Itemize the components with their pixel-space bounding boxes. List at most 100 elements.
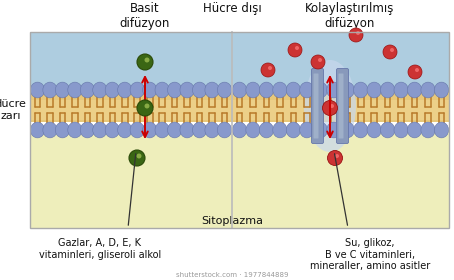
Ellipse shape	[394, 82, 408, 98]
Circle shape	[311, 55, 325, 69]
Circle shape	[330, 104, 334, 108]
Ellipse shape	[300, 122, 314, 138]
FancyBboxPatch shape	[336, 69, 349, 143]
Ellipse shape	[168, 122, 182, 138]
Ellipse shape	[259, 82, 274, 98]
Ellipse shape	[143, 82, 157, 98]
Bar	[30, 90, 449, 122]
Ellipse shape	[407, 122, 422, 138]
Text: shutterstock.com · 1977844889: shutterstock.com · 1977844889	[176, 272, 288, 278]
Circle shape	[268, 66, 272, 70]
Ellipse shape	[394, 122, 408, 138]
Ellipse shape	[180, 122, 194, 138]
Text: Su, glikoz,
B ve C vitaminleri,
mineraller, amino asitler: Su, glikoz, B ve C vitaminleri, minerall…	[310, 238, 430, 271]
Circle shape	[137, 153, 142, 158]
Ellipse shape	[118, 122, 132, 138]
Bar	[30, 100, 449, 120]
Ellipse shape	[55, 122, 69, 138]
FancyBboxPatch shape	[311, 69, 324, 143]
FancyBboxPatch shape	[339, 74, 344, 139]
Circle shape	[383, 45, 397, 59]
Circle shape	[408, 65, 422, 79]
Text: Kolaylaştırılmış
difüzyon: Kolaylaştırılmış difüzyon	[305, 2, 395, 30]
Circle shape	[415, 68, 419, 72]
Ellipse shape	[80, 122, 94, 138]
Ellipse shape	[93, 122, 107, 138]
Ellipse shape	[30, 122, 44, 138]
Circle shape	[144, 57, 149, 62]
Ellipse shape	[192, 122, 207, 138]
Ellipse shape	[407, 82, 422, 98]
Ellipse shape	[286, 122, 301, 138]
Circle shape	[349, 28, 363, 42]
Circle shape	[288, 43, 302, 57]
Text: Hücre
zarı: Hücre zarı	[0, 99, 27, 121]
Ellipse shape	[380, 82, 395, 98]
Ellipse shape	[434, 122, 449, 138]
Circle shape	[129, 150, 145, 166]
Ellipse shape	[105, 82, 119, 98]
Ellipse shape	[313, 82, 327, 98]
Circle shape	[137, 54, 153, 70]
Ellipse shape	[246, 122, 260, 138]
Text: Basit
difüzyon: Basit difüzyon	[120, 2, 170, 30]
Ellipse shape	[80, 82, 94, 98]
Ellipse shape	[180, 82, 194, 98]
Ellipse shape	[326, 82, 341, 98]
Ellipse shape	[143, 122, 157, 138]
Ellipse shape	[232, 122, 247, 138]
Bar	[30, 32, 449, 228]
Ellipse shape	[155, 122, 169, 138]
Ellipse shape	[118, 82, 132, 98]
Ellipse shape	[155, 82, 169, 98]
Ellipse shape	[232, 82, 247, 98]
Ellipse shape	[259, 122, 274, 138]
Ellipse shape	[246, 82, 260, 98]
Ellipse shape	[380, 122, 395, 138]
Circle shape	[261, 63, 275, 77]
Ellipse shape	[367, 82, 381, 98]
Ellipse shape	[354, 122, 368, 138]
Text: Hücre dışı: Hücre dışı	[202, 2, 262, 15]
Ellipse shape	[304, 60, 356, 152]
Ellipse shape	[354, 82, 368, 98]
Ellipse shape	[326, 122, 341, 138]
Circle shape	[356, 31, 360, 35]
Circle shape	[322, 101, 337, 115]
Ellipse shape	[68, 122, 82, 138]
Ellipse shape	[43, 82, 57, 98]
Circle shape	[295, 46, 299, 50]
Bar	[30, 130, 449, 228]
Ellipse shape	[273, 82, 287, 98]
Ellipse shape	[286, 82, 301, 98]
Ellipse shape	[130, 122, 144, 138]
Ellipse shape	[105, 122, 119, 138]
Ellipse shape	[273, 122, 287, 138]
Ellipse shape	[340, 82, 355, 98]
Ellipse shape	[367, 122, 381, 138]
Ellipse shape	[55, 82, 69, 98]
Ellipse shape	[93, 82, 107, 98]
Ellipse shape	[217, 82, 232, 98]
Ellipse shape	[313, 122, 327, 138]
Circle shape	[327, 151, 342, 165]
Ellipse shape	[192, 82, 207, 98]
Ellipse shape	[340, 122, 355, 138]
Ellipse shape	[30, 82, 44, 98]
Circle shape	[318, 58, 322, 62]
Bar	[30, 32, 449, 90]
Ellipse shape	[421, 82, 435, 98]
Ellipse shape	[43, 122, 57, 138]
Ellipse shape	[130, 82, 144, 98]
Ellipse shape	[300, 82, 314, 98]
Ellipse shape	[434, 82, 449, 98]
Ellipse shape	[68, 82, 82, 98]
Ellipse shape	[217, 122, 232, 138]
FancyBboxPatch shape	[314, 74, 319, 139]
Ellipse shape	[205, 122, 219, 138]
Ellipse shape	[421, 122, 435, 138]
Ellipse shape	[168, 82, 182, 98]
Text: Gazlar, A, D, E, K
vitaminleri, gliseroli alkol: Gazlar, A, D, E, K vitaminleri, gliserol…	[39, 238, 161, 260]
Ellipse shape	[205, 82, 219, 98]
Circle shape	[144, 104, 149, 109]
